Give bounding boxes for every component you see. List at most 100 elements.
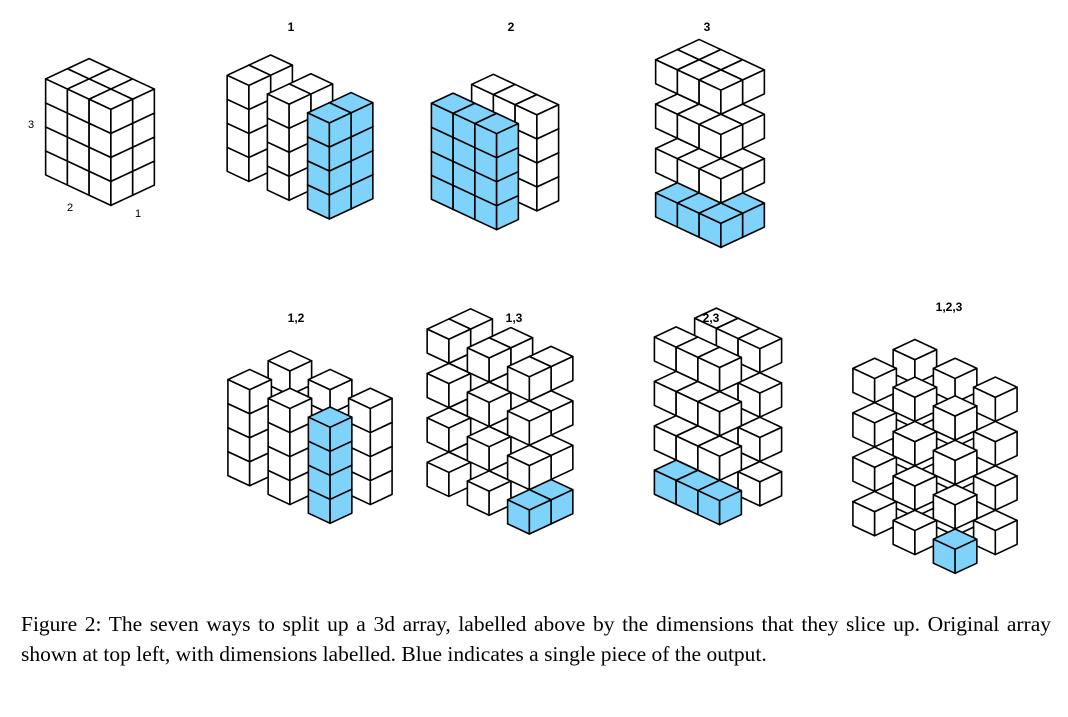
cube-right-face [718, 356, 743, 393]
cube-right-face [289, 397, 313, 434]
array-cube [737, 327, 783, 374]
cube-right-face [914, 430, 938, 467]
output-piece-cube [307, 406, 353, 453]
cube-right-face [720, 123, 744, 160]
array-cube [514, 93, 560, 140]
array-cube [347, 387, 393, 434]
array-cube [737, 460, 783, 507]
panel-split-1-2-3: 1,2,3 [852, 300, 1018, 575]
array-cube [892, 509, 938, 556]
panel-label: 1,2 [288, 311, 305, 325]
panel-label: 3 [704, 20, 711, 34]
cube-right-face [718, 489, 743, 526]
panel-split-2: 2 [430, 20, 560, 231]
cube-right-face [994, 519, 1018, 556]
array-cube [307, 368, 353, 415]
cube-right-face [954, 449, 978, 486]
array-cube [972, 376, 1018, 423]
figure-caption: Figure 2: The seven ways to split up a 3… [21, 612, 1051, 666]
cube-right-face [759, 382, 783, 418]
array-cube [227, 368, 273, 415]
array-cube [426, 318, 472, 365]
cube-right-face [914, 475, 938, 511]
array-cube [932, 357, 978, 404]
cube-stack [226, 54, 374, 220]
array-cube [426, 362, 472, 409]
cube-right-face [759, 426, 783, 463]
array-cube [506, 355, 552, 402]
cube-right-face [528, 410, 552, 447]
array-cube [852, 490, 898, 537]
dimension-label-3: 3 [28, 119, 34, 131]
panel-label: 2,3 [703, 311, 720, 325]
panel-split-3: 3 [654, 20, 766, 249]
cube-right-face [914, 386, 938, 423]
array-cube [932, 395, 978, 441]
cube-stack [654, 38, 766, 249]
cube-right-face [528, 365, 552, 402]
array-cube [892, 420, 938, 467]
array-cube [267, 349, 313, 396]
cube-stack [852, 338, 1018, 575]
cube-right-face [329, 416, 353, 453]
array-cube [698, 113, 744, 160]
cube-right-face [914, 519, 938, 556]
dimension-label-1: 1 [135, 208, 141, 220]
panel-split-1-3: 1,3 [426, 307, 574, 535]
array-cube [466, 381, 512, 428]
array-cube [972, 420, 1018, 467]
cube-right-face [720, 168, 744, 204]
array-cube [932, 483, 978, 530]
panel-label: 1,2,3 [936, 300, 963, 314]
array-cube [852, 357, 898, 404]
cube-right-face [873, 500, 898, 537]
output-piece-cube [932, 528, 978, 575]
array-cube [972, 465, 1018, 511]
output-piece-cube [506, 488, 552, 535]
cube-stack [653, 307, 783, 526]
cube-right-face [488, 391, 512, 428]
cube-right-face [448, 417, 472, 453]
array-cube [466, 470, 512, 517]
panel-label: 1,3 [506, 311, 523, 325]
original-array: 3 2 1 [28, 57, 156, 220]
cube-stack [44, 57, 156, 207]
array-cube [697, 435, 743, 482]
cube-right-face [488, 480, 512, 517]
cube-right-face [759, 337, 783, 374]
output-piece-cube [698, 202, 744, 249]
cube-right-face [718, 445, 743, 482]
array-cube [737, 416, 783, 463]
array-cube [267, 387, 313, 434]
cube-right-face [720, 79, 744, 115]
cube-stack [227, 349, 393, 525]
panel-label: 2 [508, 20, 515, 34]
cube-stack [426, 307, 574, 535]
array-cube [852, 401, 898, 448]
cube-right-face [718, 400, 743, 437]
cube-right-face [248, 378, 273, 415]
output-piece-cube [306, 101, 352, 148]
array-cube [266, 83, 312, 130]
panel-split-2-3: 2,3 [653, 307, 783, 526]
cube-stack [430, 73, 560, 231]
cube-right-face [288, 93, 312, 130]
array-cube [226, 64, 272, 111]
cube-right-face [994, 430, 1018, 467]
array-cube [88, 88, 134, 135]
cube-right-face [873, 456, 898, 493]
cube-right-face [488, 347, 512, 383]
output-piece-cube [697, 479, 743, 526]
array-cube [852, 446, 898, 493]
array-cube [892, 376, 938, 423]
cube-right-face [873, 412, 898, 448]
cube-right-face [248, 74, 272, 111]
dimension-label-2: 2 [67, 202, 73, 214]
cube-right-face [994, 475, 1018, 511]
cube-right-face [954, 405, 978, 441]
split-diagram: 3 2 1 1 2 3 1,2 1,3 2,3 1,2,3 [28, 20, 1018, 575]
array-cube [426, 451, 472, 498]
panel-label: 1 [288, 20, 295, 34]
cube-right-face [759, 470, 783, 507]
